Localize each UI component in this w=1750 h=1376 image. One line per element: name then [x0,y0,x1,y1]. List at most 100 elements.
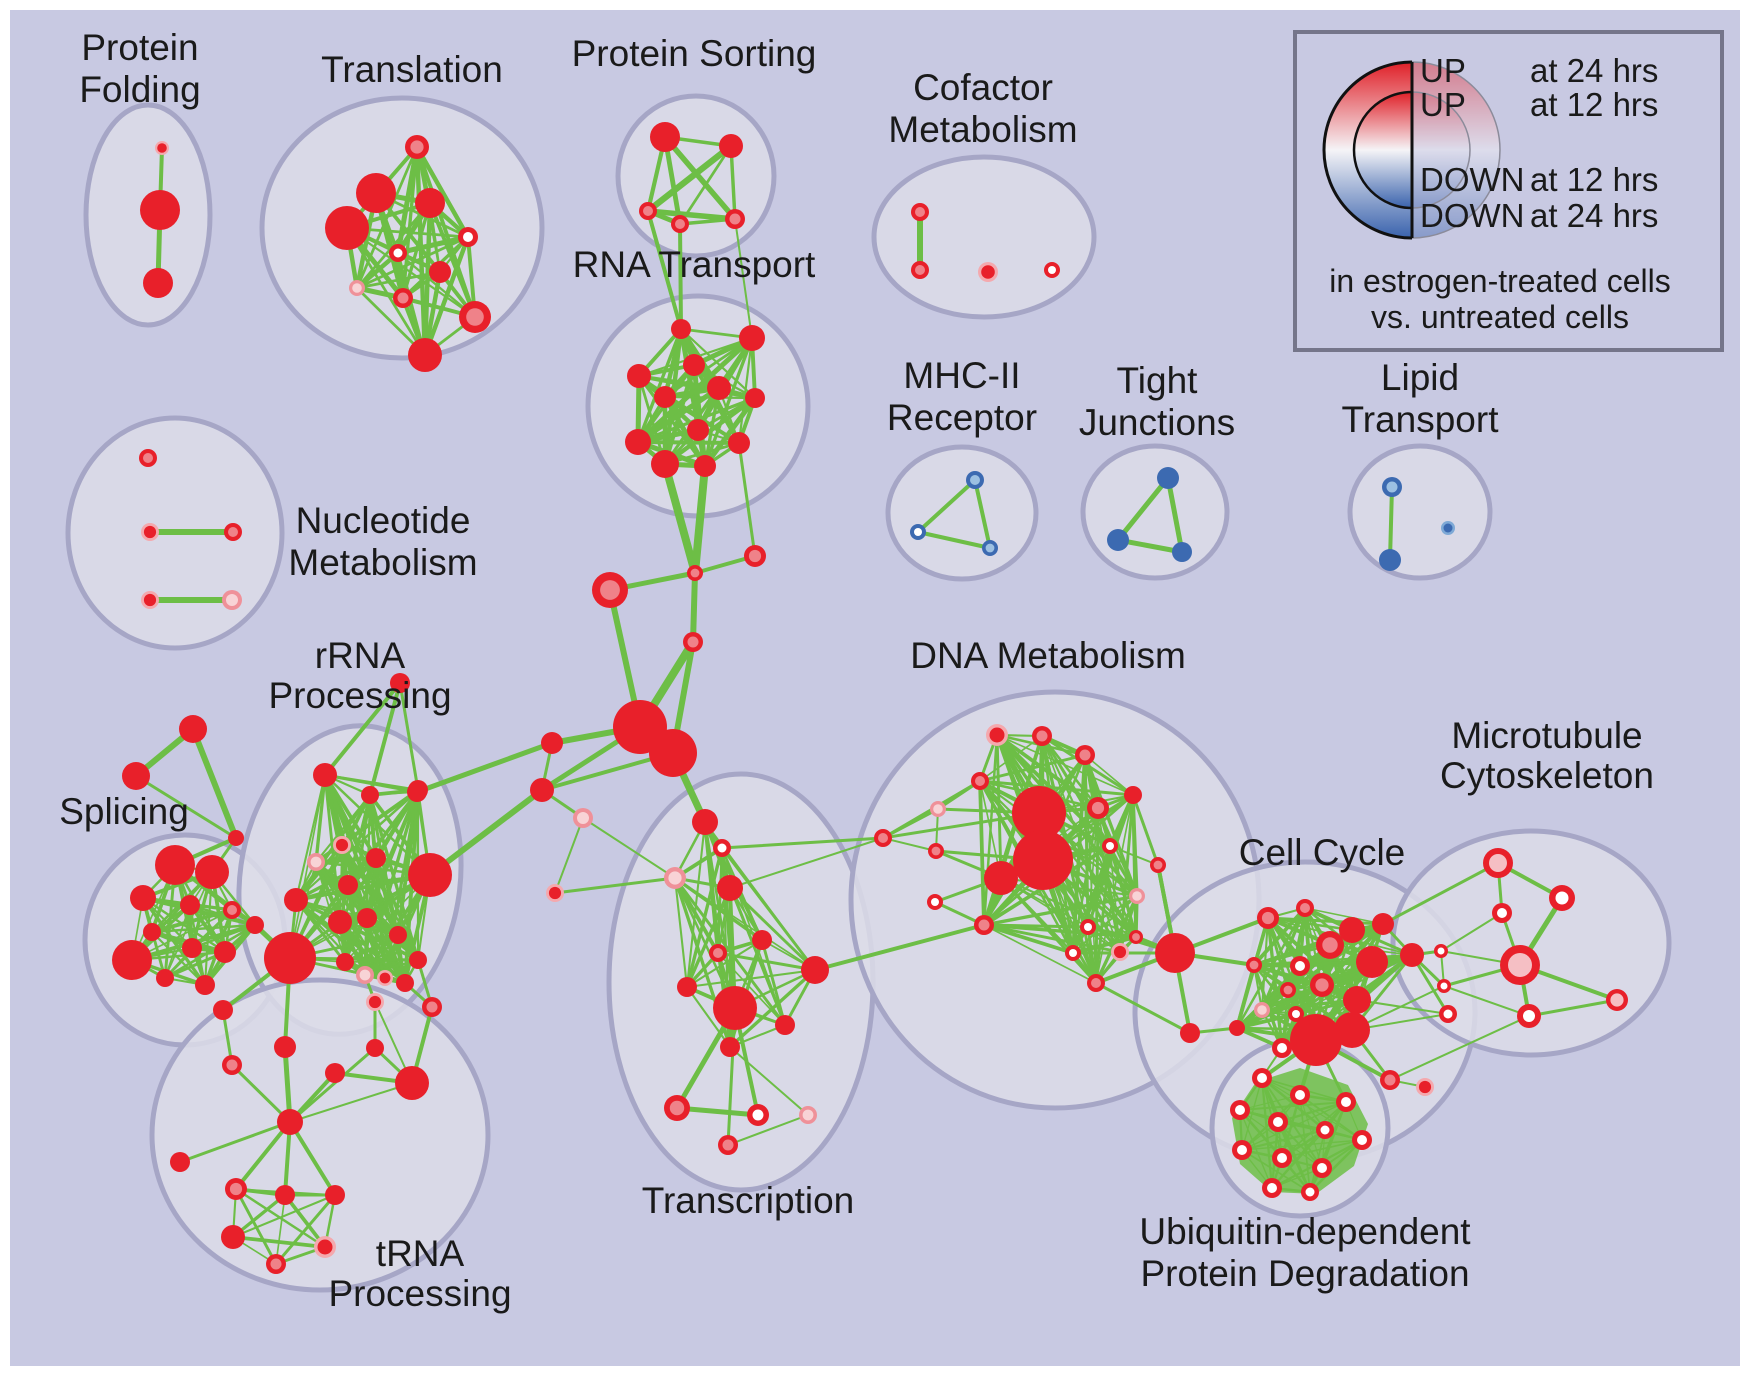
cluster-splicing-label: Splicing [59,791,189,832]
network-edge [1443,985,1530,1017]
network-node [1437,947,1445,955]
network-node [338,875,358,895]
network-edge [1239,1109,1323,1169]
cluster-mhc-ii-receptor-ellipse [885,444,1039,582]
network-edge [178,1120,292,1164]
network-edge [403,790,419,985]
network-edge [275,1194,286,1265]
network-node [707,376,731,400]
network-edge [190,726,239,841]
cluster-ubiquitin-degradation-label: Ubiquitin-dependent [1139,1211,1471,1252]
legend-row-time: at 24 hrs [1530,197,1658,234]
network-node [931,898,939,906]
network-node [717,875,743,901]
network-node [325,206,369,250]
network-node [1235,1105,1245,1115]
network-edge [663,395,757,400]
network-edge [1304,907,1384,925]
legend-row-label: UP [1420,86,1466,123]
network-node [1372,913,1394,935]
network-edge [289,774,326,959]
network-node [719,134,743,158]
network-edge [1094,981,1192,1035]
network-node [410,140,424,154]
network-node [1322,937,1338,953]
network-edge [662,395,758,467]
network-edge [1308,1138,1364,1194]
network-edge [230,1063,292,1124]
network-node [112,940,152,980]
network-node [1013,830,1073,890]
network-edge [231,1193,337,1239]
network-edge [1096,806,1139,898]
network-node [1091,801,1105,815]
cluster-rrna-processing-label: Processing [268,675,451,716]
network-node [1079,749,1091,761]
network-node [1290,1014,1342,1066]
network-edge [979,735,1043,782]
network-node [1300,903,1310,913]
legend-inner-right-arc [1411,91,1471,209]
network-edge [1271,1129,1326,1189]
network-edge [729,144,737,221]
network-node [1180,1023,1200,1043]
network-node [1320,1125,1330,1135]
cluster-lipid-transport-label: Transport [1342,399,1500,440]
network-node [408,853,452,897]
network-edge [685,886,732,989]
network-edge [323,681,402,777]
network-edge [982,894,1139,927]
network-node [1084,923,1092,931]
network-node [1237,1145,1247,1155]
network-edge [691,462,709,577]
network-node [1334,1012,1370,1048]
network-node [654,386,676,408]
network-edge [1281,1139,1363,1159]
network-edge [1165,475,1185,555]
cluster-tight-junctions-ellipse [1080,443,1230,581]
network-edge [674,1105,761,1118]
network-edge [554,817,584,894]
network-edge [323,773,419,794]
network-node [466,308,484,326]
network-node [270,1258,282,1270]
network-node [541,732,563,754]
network-edge [978,779,986,927]
network-node [130,885,156,911]
network-edge [661,460,699,577]
network-edge [150,908,234,934]
network-edge [1086,925,1098,985]
network-node [1295,1090,1305,1100]
network-node [182,938,202,958]
network-node [739,325,765,351]
network-edge [646,209,683,331]
network-edge [635,385,722,445]
network-node [359,969,371,981]
network-edge [916,478,977,534]
network-node [1295,961,1305,971]
network-node [357,908,377,928]
network-node [1277,1043,1287,1053]
network-edge [1235,906,1307,1030]
network-node [284,888,308,912]
network-edge [1381,861,1500,926]
cluster-trna-processing-label: Processing [328,1273,511,1314]
cluster-lipid-transport-ellipse [1347,443,1493,581]
network-node [690,568,700,578]
cluster-transcription-label: Transcription [642,1180,854,1221]
network-node [274,1036,296,1058]
network-node [229,1182,243,1196]
network-edge [345,226,427,357]
network-edge [720,836,885,850]
network-edge [726,1006,737,1147]
network-edge [678,222,683,331]
network-node [713,986,757,1030]
network-edge [716,951,817,972]
network-node [155,845,195,885]
cluster-lipid-transport-label: Lipid [1381,357,1459,398]
network-node [1257,1073,1267,1083]
network-node [984,861,1018,895]
network-node [717,843,727,853]
cluster-cofactor-metabolism-ellipse [871,154,1097,320]
